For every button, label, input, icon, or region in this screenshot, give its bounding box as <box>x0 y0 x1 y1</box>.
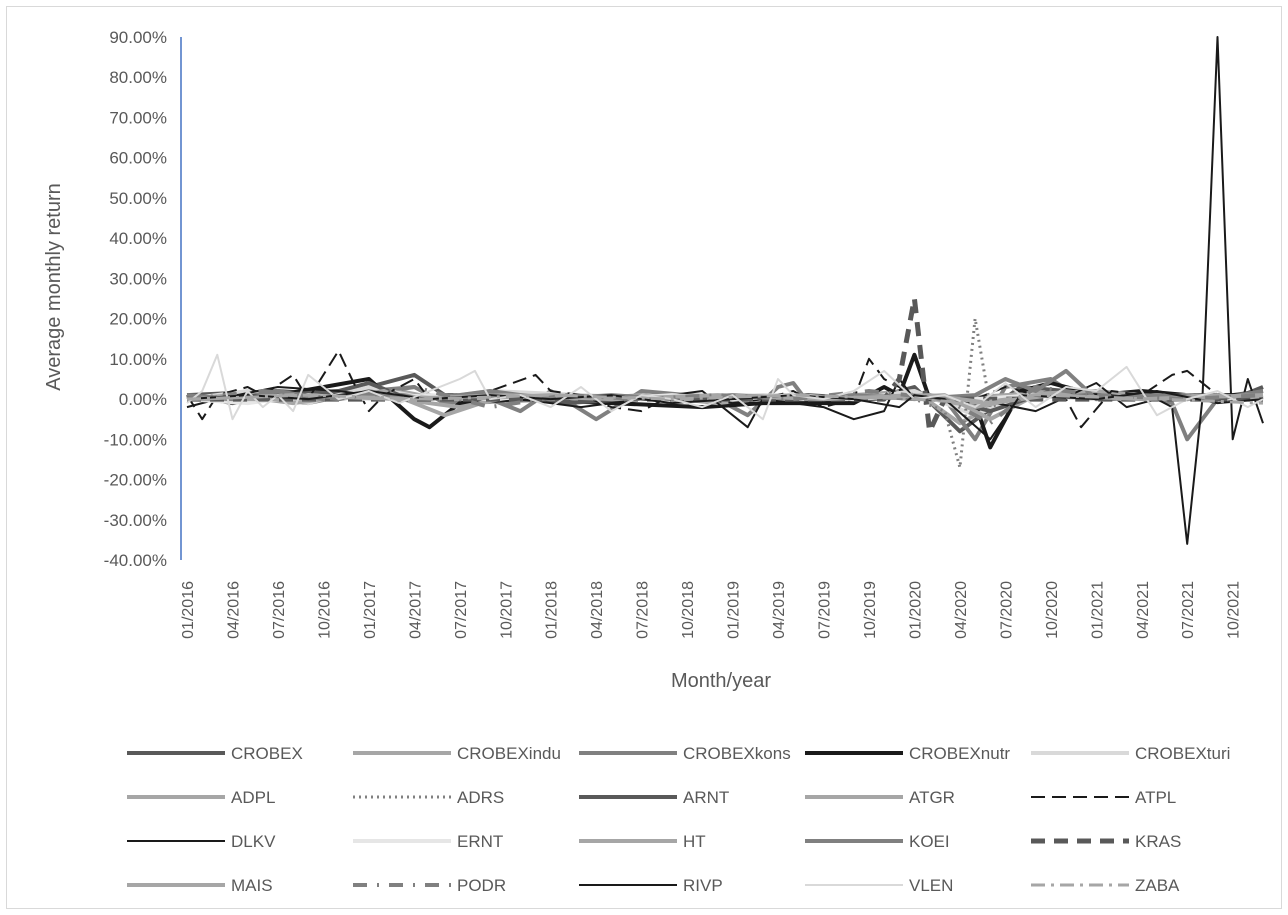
series-line-zaba <box>186 393 1264 405</box>
y-tick-label: 80.00% <box>109 68 167 87</box>
x-tick-label: 01/2016 <box>180 581 197 639</box>
y-tick-label: 0.00% <box>119 390 167 409</box>
x-tick-label: 01/2021 <box>1089 581 1106 639</box>
x-tick-label: 07/2016 <box>271 581 288 639</box>
legend-item-crobexindu: CROBEXindu <box>353 744 561 763</box>
y-tick-label: -40.00% <box>104 551 167 570</box>
legend-label: CROBEXkons <box>683 744 791 763</box>
legend-label: ERNT <box>457 832 503 851</box>
x-tick-label: 01/2019 <box>726 581 743 639</box>
legend-label: ZABA <box>1135 876 1180 895</box>
legend-item-kras: KRAS <box>1031 832 1181 851</box>
x-tick-label: 04/2016 <box>225 581 242 639</box>
legend-label: ARNT <box>683 788 729 807</box>
legend-label: ADRS <box>457 788 504 807</box>
y-tick-label: 20.00% <box>109 310 167 329</box>
legend: CROBEX CROBEXindu CROBEXkons CROBEXnutr CROB… <box>127 744 1230 895</box>
x-tick-label: 07/2019 <box>817 581 834 639</box>
y-tick-label: 50.00% <box>109 189 167 208</box>
legend-label: VLEN <box>909 876 953 895</box>
x-axis-title: Month/year <box>671 670 771 692</box>
x-tick-label: 01/2017 <box>362 581 379 639</box>
legend-item-adpl: ADPL <box>127 788 275 807</box>
legend-label: RIVP <box>683 876 723 895</box>
x-tick-label: 10/2019 <box>862 581 879 639</box>
legend-item-koei: KOEI <box>805 832 950 851</box>
x-tick-label: 10/2020 <box>1044 581 1061 639</box>
series-lines <box>186 36 1264 545</box>
legend-item-crobex: CROBEX <box>127 744 303 763</box>
x-tick-label: 04/2021 <box>1135 581 1152 639</box>
legend-label: HT <box>683 832 706 851</box>
x-tick-label: 07/2017 <box>453 581 470 639</box>
x-tick-label: 04/2018 <box>589 581 606 639</box>
x-tick-label: 07/2021 <box>1180 581 1197 639</box>
y-tick-label: 10.00% <box>109 350 167 369</box>
legend-item-crobexturi: CROBEXturi <box>1031 744 1230 763</box>
x-tick-label: 04/2017 <box>407 581 424 639</box>
x-axis-ticks: 01/2016 04/2016 07/2016 10/2016 01/2017 04/20… <box>180 581 1243 639</box>
legend-item-arnt: ARNT <box>579 788 729 807</box>
legend-label: ATPL <box>1135 788 1176 807</box>
series-line-kras <box>187 296 1263 434</box>
legend-label: CROBEXindu <box>457 744 561 763</box>
legend-item-atgr: ATGR <box>805 788 955 807</box>
legend-label: CROBEXnutr <box>909 744 1010 763</box>
legend-item-crobexnutr: CROBEXnutr <box>805 744 1010 763</box>
x-tick-label: 07/2018 <box>635 581 652 639</box>
legend-item-mais: MAIS <box>127 876 273 895</box>
legend-label: ADPL <box>231 788 275 807</box>
legend-item-vlen: VLEN <box>805 876 953 895</box>
x-tick-label: 01/2020 <box>907 581 924 639</box>
x-tick-label: 04/2019 <box>771 581 788 639</box>
x-tick-label: 01/2018 <box>544 581 561 639</box>
legend-item-zaba: ZABA <box>1031 876 1180 895</box>
legend-label: KRAS <box>1135 832 1181 851</box>
y-tick-label: 30.00% <box>109 269 167 288</box>
y-tick-label: -20.00% <box>104 471 167 490</box>
legend-item-dlkv: DLKV <box>127 832 276 851</box>
legend-label: DLKV <box>231 832 276 851</box>
legend-label: CROBEXturi <box>1135 744 1230 763</box>
legend-label: PODR <box>457 876 506 895</box>
y-tick-label: 90.00% <box>109 28 167 47</box>
y-tick-label: 70.00% <box>109 108 167 127</box>
x-tick-label: 10/2016 <box>316 581 333 639</box>
x-tick-label: 04/2020 <box>953 581 970 639</box>
legend-label: ATGR <box>909 788 955 807</box>
legend-item-crobexkons: CROBEXkons <box>579 744 791 763</box>
legend-item-adrs: ADRS <box>353 788 504 807</box>
x-tick-label: 07/2020 <box>998 581 1015 639</box>
series-line-dlkv <box>186 36 1264 545</box>
y-tick-label: -10.00% <box>104 430 167 449</box>
y-axis-title: Average monthly return <box>43 183 65 391</box>
legend-item-podr: PODR <box>353 876 506 895</box>
legend-item-rivp: RIVP <box>579 876 723 895</box>
x-tick-label: 10/2017 <box>498 581 515 639</box>
legend-label: MAIS <box>231 876 273 895</box>
legend-item-ernt: ERNT <box>353 832 503 851</box>
chart-frame: -40.00% -30.00% -20.00% -10.00% 0.00% 10.00% 2… <box>6 6 1282 909</box>
y-axis-ticks: -40.00% -30.00% -20.00% -10.00% 0.00% 10.00% 2… <box>104 28 167 570</box>
x-tick-label: 10/2018 <box>680 581 697 639</box>
line-chart: -40.00% -30.00% -20.00% -10.00% 0.00% 10.00% 2… <box>43 28 1264 895</box>
legend-label: CROBEX <box>231 744 303 763</box>
legend-label: KOEI <box>909 832 950 851</box>
y-tick-label: 60.00% <box>109 149 167 168</box>
y-tick-label: 40.00% <box>109 229 167 248</box>
x-tick-label: 10/2021 <box>1226 581 1243 639</box>
y-tick-label: -30.00% <box>104 511 167 530</box>
legend-item-ht: HT <box>579 832 706 851</box>
series-line-atpl <box>186 349 1264 429</box>
legend-item-atpl: ATPL <box>1031 788 1176 807</box>
